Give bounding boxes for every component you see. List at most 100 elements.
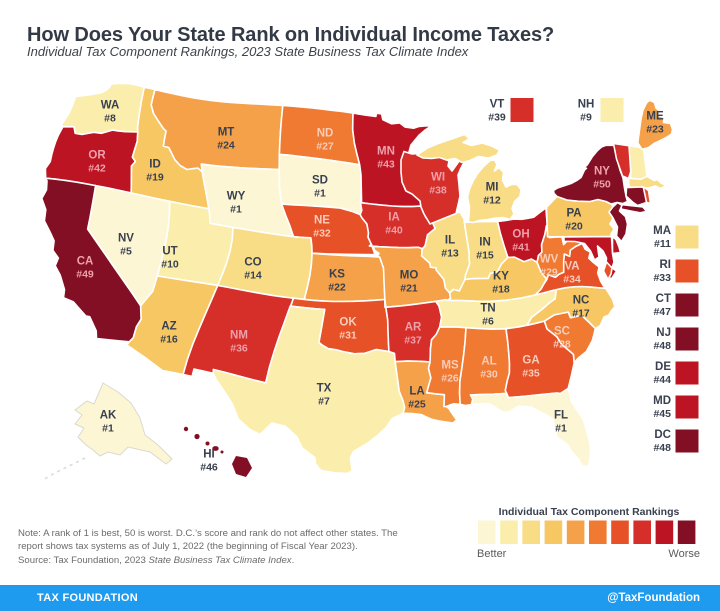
svg-text:#49: #49 <box>76 269 94 281</box>
svg-text:#10: #10 <box>161 259 179 271</box>
svg-text:SD: SD <box>312 175 328 187</box>
svg-text:#28: #28 <box>553 339 571 351</box>
svg-text:#29: #29 <box>540 267 558 279</box>
svg-text:IN: IN <box>479 237 491 249</box>
svg-text:SC: SC <box>554 326 570 338</box>
svg-text:Worse: Worse <box>668 548 700 560</box>
svg-text:#30: #30 <box>480 369 498 381</box>
svg-text:#27: #27 <box>316 141 334 153</box>
svg-text:#40: #40 <box>385 225 403 237</box>
svg-text:AZ: AZ <box>161 321 176 333</box>
svg-text:#17: #17 <box>572 308 590 320</box>
svg-text:WV: WV <box>540 254 559 266</box>
svg-text:VA: VA <box>564 261 579 273</box>
svg-text:#1: #1 <box>314 188 326 200</box>
svg-text:#47: #47 <box>653 306 671 318</box>
svg-text:ID: ID <box>149 159 161 171</box>
svg-text:CT: CT <box>656 293 671 305</box>
svg-text:RI: RI <box>660 259 672 271</box>
svg-text:DE: DE <box>655 361 671 373</box>
svg-text:#33: #33 <box>653 272 671 284</box>
svg-text:#1: #1 <box>230 204 242 216</box>
svg-text:#36: #36 <box>230 343 248 355</box>
svg-text:#34: #34 <box>563 274 581 286</box>
svg-text:#6: #6 <box>482 316 494 328</box>
svg-text:NE: NE <box>314 215 330 227</box>
svg-text:OH: OH <box>512 229 529 241</box>
svg-text:KS: KS <box>329 269 345 281</box>
svg-text:#1: #1 <box>102 423 114 435</box>
svg-text:KY: KY <box>493 271 509 283</box>
svg-text:#35: #35 <box>522 368 540 380</box>
svg-text:CA: CA <box>77 256 94 268</box>
svg-text:#45: #45 <box>653 408 671 420</box>
svg-text:#44: #44 <box>653 374 671 386</box>
svg-text:#42: #42 <box>88 163 106 175</box>
svg-text:#50: #50 <box>593 179 611 191</box>
svg-text:#48: #48 <box>653 340 671 352</box>
svg-text:MO: MO <box>400 270 419 282</box>
svg-text:Individual Tax Component Ranki: Individual Tax Component Rankings <box>499 506 680 518</box>
svg-text:AL: AL <box>481 356 496 368</box>
svg-text:#9: #9 <box>580 112 592 124</box>
svg-text:HI: HI <box>203 449 215 461</box>
svg-text:VT: VT <box>490 99 505 111</box>
svg-text:WI: WI <box>431 172 445 184</box>
svg-text:#15: #15 <box>476 250 494 262</box>
svg-text:MS: MS <box>441 360 459 372</box>
svg-text:#19: #19 <box>146 172 164 184</box>
svg-text:DC: DC <box>654 429 671 441</box>
svg-text:TX: TX <box>317 383 332 395</box>
svg-text:#12: #12 <box>483 195 501 207</box>
svg-text:NY: NY <box>594 166 610 178</box>
svg-text:ME: ME <box>646 111 664 123</box>
svg-text:UT: UT <box>162 246 177 258</box>
svg-text:#48: #48 <box>653 442 671 454</box>
svg-text:MN: MN <box>377 146 395 158</box>
svg-text:#20: #20 <box>565 221 583 233</box>
svg-text:#21: #21 <box>400 283 418 295</box>
svg-text:#8: #8 <box>104 113 116 125</box>
svg-text:#25: #25 <box>408 399 426 411</box>
svg-text:MA: MA <box>653 225 671 237</box>
svg-text:#39: #39 <box>488 112 506 124</box>
svg-text:OR: OR <box>88 150 106 162</box>
svg-text:#14: #14 <box>244 270 262 282</box>
svg-text:OK: OK <box>339 317 357 329</box>
svg-text:NH: NH <box>578 99 595 111</box>
svg-text:#23: #23 <box>646 124 664 136</box>
svg-text:#11: #11 <box>654 238 671 250</box>
svg-text:Better: Better <box>477 548 507 560</box>
svg-text:#37: #37 <box>404 335 422 347</box>
svg-text:FL: FL <box>554 410 568 422</box>
svg-text:NJ: NJ <box>656 327 671 339</box>
svg-text:MT: MT <box>218 127 235 139</box>
svg-text:LA: LA <box>409 386 424 398</box>
svg-text:NM: NM <box>230 330 248 342</box>
svg-text:#22: #22 <box>328 282 346 294</box>
svg-text:#24: #24 <box>217 140 235 152</box>
svg-text:GA: GA <box>522 355 539 367</box>
svg-text:TN: TN <box>480 303 495 315</box>
svg-text:#43: #43 <box>377 159 395 171</box>
svg-text:AK: AK <box>100 410 117 422</box>
svg-text:#7: #7 <box>318 396 330 408</box>
svg-text:#31: #31 <box>339 330 357 342</box>
svg-text:AR: AR <box>405 322 422 334</box>
svg-text:WA: WA <box>101 100 120 112</box>
svg-text:#16: #16 <box>160 334 178 346</box>
svg-text:#46: #46 <box>200 462 218 474</box>
svg-text:IA: IA <box>388 212 400 224</box>
svg-text:ND: ND <box>317 128 334 140</box>
svg-text:PA: PA <box>566 208 581 220</box>
svg-text:MD: MD <box>653 395 671 407</box>
svg-text:#32: #32 <box>313 228 331 240</box>
svg-text:IL: IL <box>445 235 455 247</box>
svg-text:#1: #1 <box>555 423 567 435</box>
svg-text:MI: MI <box>486 182 499 194</box>
svg-text:NV: NV <box>118 233 134 245</box>
svg-text:#41: #41 <box>512 242 530 254</box>
svg-text:#38: #38 <box>429 185 447 197</box>
svg-text:#5: #5 <box>120 246 132 258</box>
svg-text:#18: #18 <box>492 284 510 296</box>
